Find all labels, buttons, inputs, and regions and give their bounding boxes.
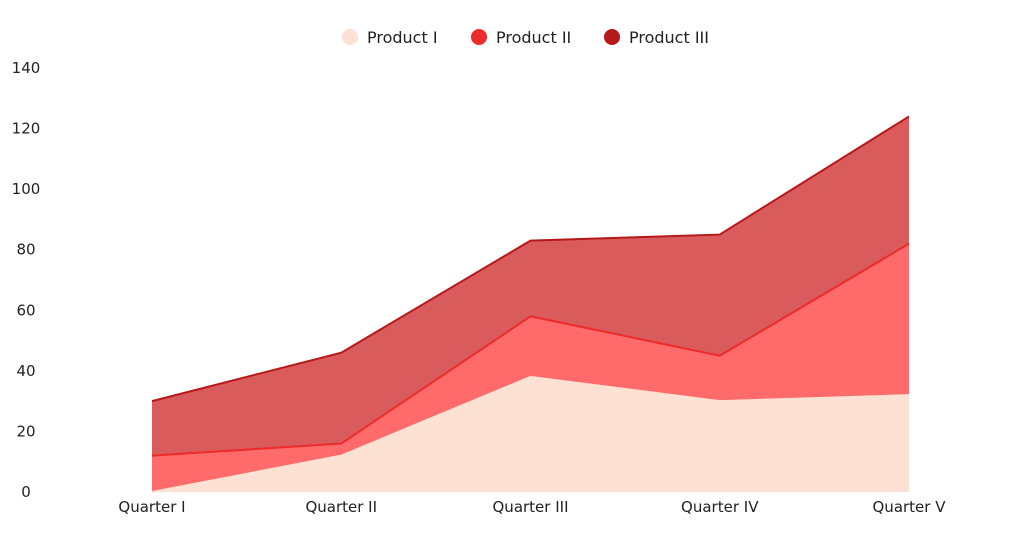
area-product-iii [152, 116, 909, 456]
y-tick-label: 120 [12, 120, 41, 138]
legend-label: Product I [367, 28, 438, 47]
area-product-ii [152, 243, 909, 492]
x-tick-label: Quarter III [493, 498, 569, 516]
x-tick-label: Quarter IV [681, 498, 759, 516]
x-tick-label: Quarter I [118, 498, 185, 516]
y-tick-label: 80 [16, 241, 35, 259]
legend-item-product-iii[interactable]: Product III [604, 28, 709, 47]
legend: Product I Product II Product III [342, 28, 709, 47]
area-product-i [152, 376, 909, 492]
x-tick-label: Quarter II [305, 498, 377, 516]
x-tick-label: Quarter V [873, 498, 947, 516]
series-lines [151, 115, 910, 493]
y-tick-label: 140 [12, 59, 41, 77]
legend-swatch [342, 29, 358, 45]
legend-swatch [471, 29, 487, 45]
y-tick-label: 100 [12, 180, 41, 198]
legend-label: Product II [496, 28, 571, 47]
y-tick-label: 60 [16, 301, 35, 319]
legend-label: Product III [629, 28, 709, 47]
y-tick-label: 20 [16, 422, 35, 440]
y-tick-label: 0 [21, 483, 31, 501]
legend-item-product-ii[interactable]: Product II [471, 28, 571, 47]
y-axis: 0 20 40 60 80 100 120 140 [12, 59, 41, 501]
y-tick-label: 40 [16, 362, 35, 380]
x-axis: Quarter I Quarter II Quarter III Quarter IV… [118, 498, 946, 516]
legend-item-product-i[interactable]: Product I [342, 28, 438, 47]
area-layers [152, 116, 909, 492]
legend-swatch [604, 29, 620, 45]
